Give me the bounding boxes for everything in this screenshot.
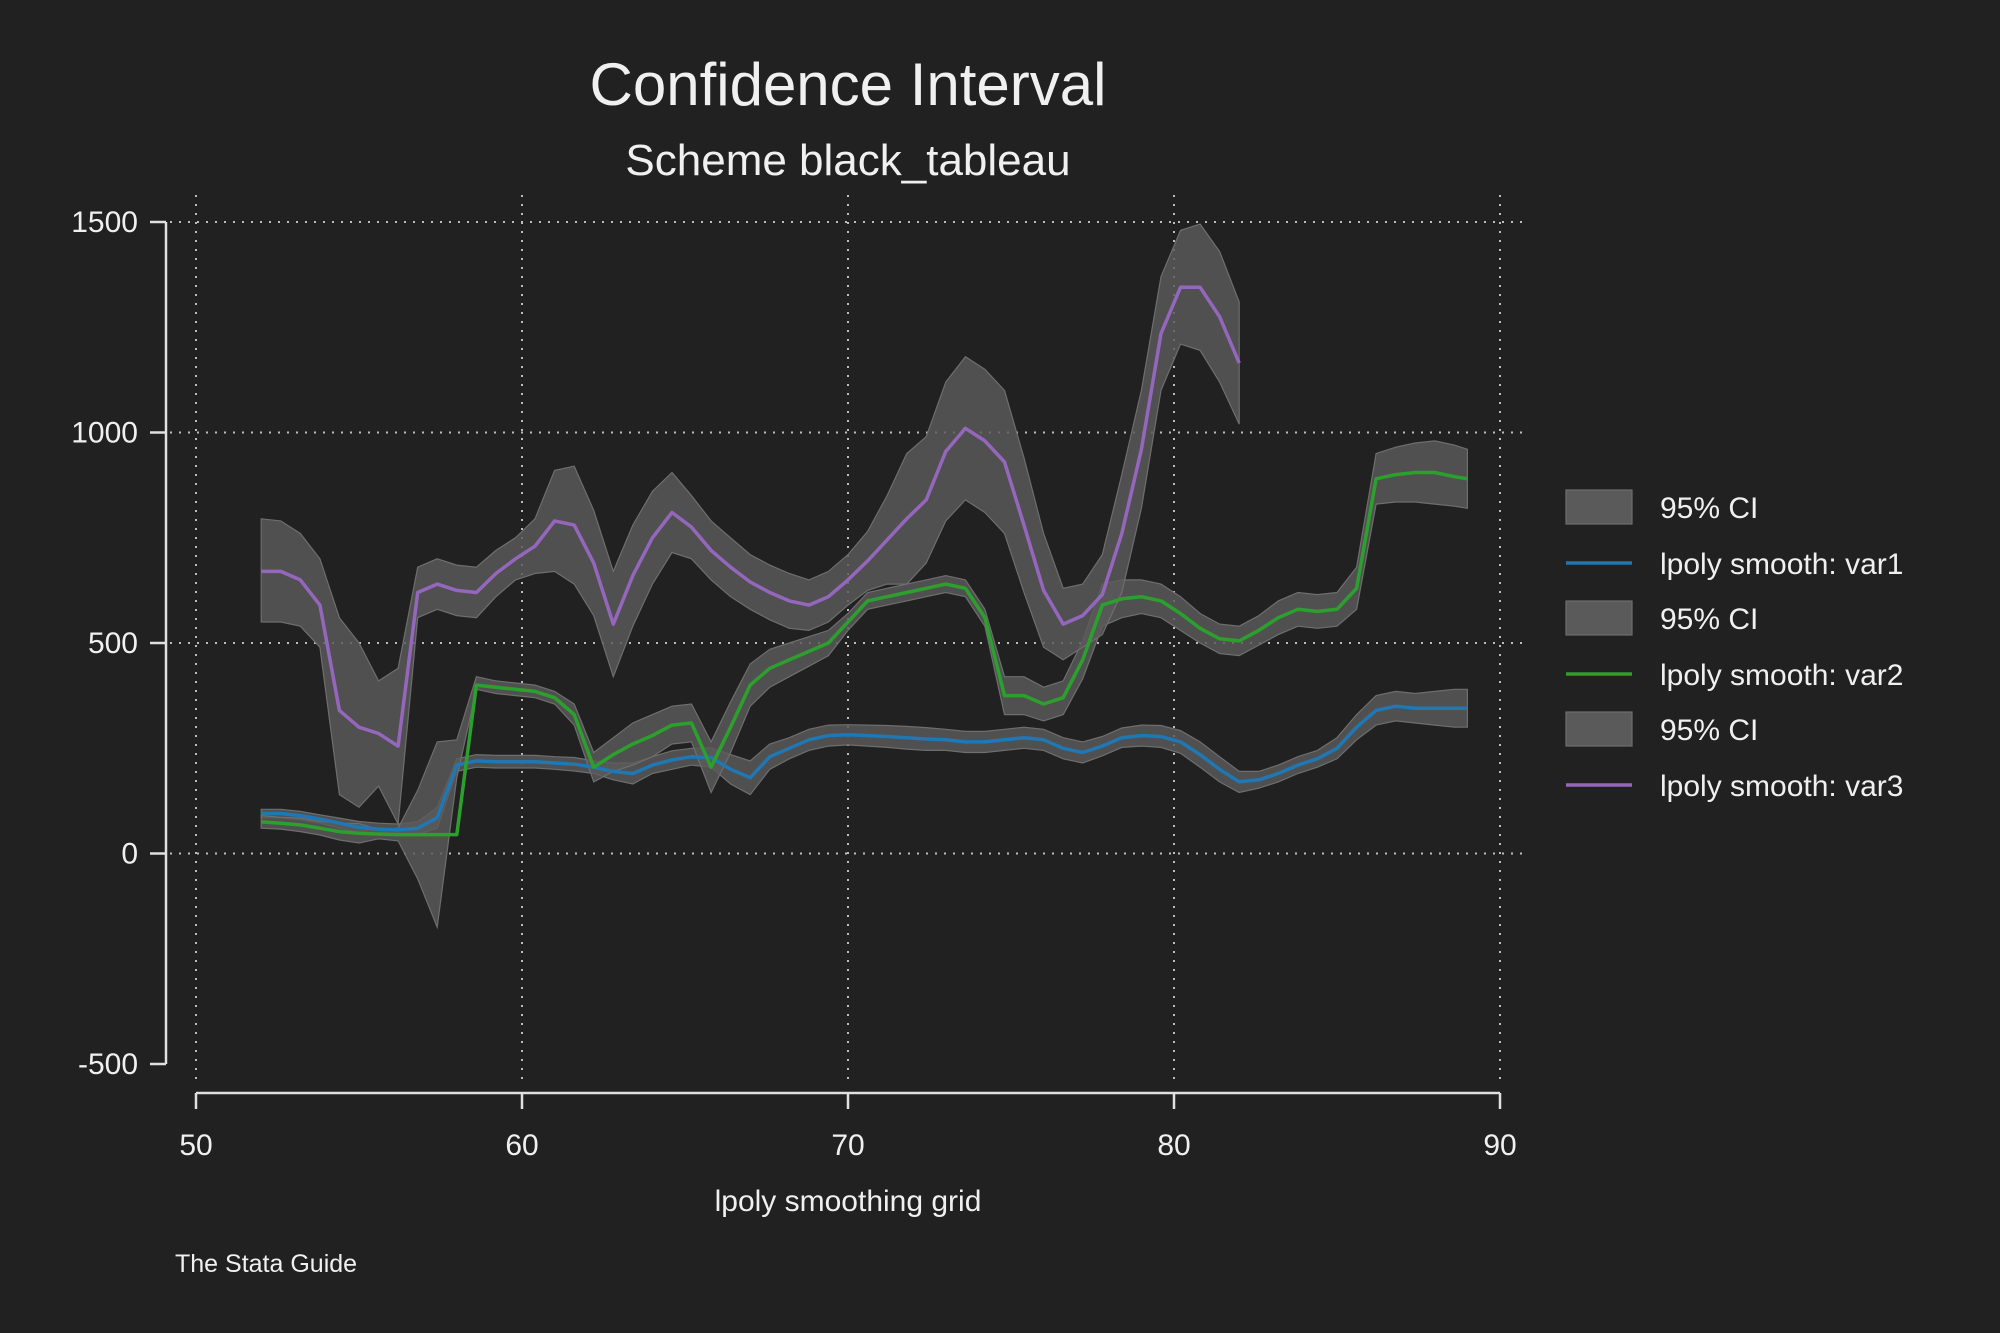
y-tick-label: 1000 bbox=[71, 417, 138, 450]
series-line-1 bbox=[261, 704, 1468, 832]
x-tick-label: 50 bbox=[179, 1129, 212, 1162]
legend: 95% CI lpoly smooth: var1 95% CI lpoly smoo… bbox=[1565, 489, 1903, 803]
y-tick-label: 1500 bbox=[71, 206, 138, 239]
legend-series-label-3: lpoly smooth: var3 bbox=[1660, 770, 1903, 803]
ci-band-3 bbox=[260, 223, 1240, 827]
axes: -500 0 500 1000 1500 50 60 70 80 90 bbox=[71, 206, 1516, 1162]
chart-subtitle: Scheme black_tableau bbox=[625, 136, 1070, 185]
legend-ci-swatch-3 bbox=[1565, 711, 1633, 747]
series-line-3 bbox=[261, 285, 1241, 748]
chart-note: The Stata Guide bbox=[175, 1250, 357, 1278]
legend-ci-label-1: 95% CI bbox=[1660, 492, 1758, 525]
x-axis-title: lpoly smoothing grid bbox=[715, 1185, 982, 1218]
grid-lines bbox=[170, 195, 1525, 1085]
legend-ci-label-2: 95% CI bbox=[1660, 603, 1758, 636]
series-lines bbox=[261, 285, 1468, 837]
y-tick-label: 0 bbox=[121, 838, 138, 871]
legend-ci-swatch-2 bbox=[1565, 600, 1633, 636]
y-tick-label: -500 bbox=[78, 1048, 138, 1081]
x-tick-label: 80 bbox=[1157, 1129, 1190, 1162]
legend-series-label-1: lpoly smooth: var1 bbox=[1660, 548, 1903, 581]
legend-ci-label-3: 95% CI bbox=[1660, 714, 1758, 747]
x-tick-label: 90 bbox=[1483, 1129, 1516, 1162]
chart-title: Confidence Interval bbox=[590, 51, 1107, 118]
legend-ci-swatch-1 bbox=[1565, 489, 1633, 525]
x-tick-label: 60 bbox=[505, 1129, 538, 1162]
x-tick-label: 70 bbox=[831, 1129, 864, 1162]
legend-series-label-2: lpoly smooth: var2 bbox=[1660, 659, 1903, 692]
series-line-2 bbox=[261, 470, 1468, 837]
y-tick-label: 500 bbox=[88, 627, 138, 660]
ci-band-2 bbox=[260, 440, 1468, 930]
